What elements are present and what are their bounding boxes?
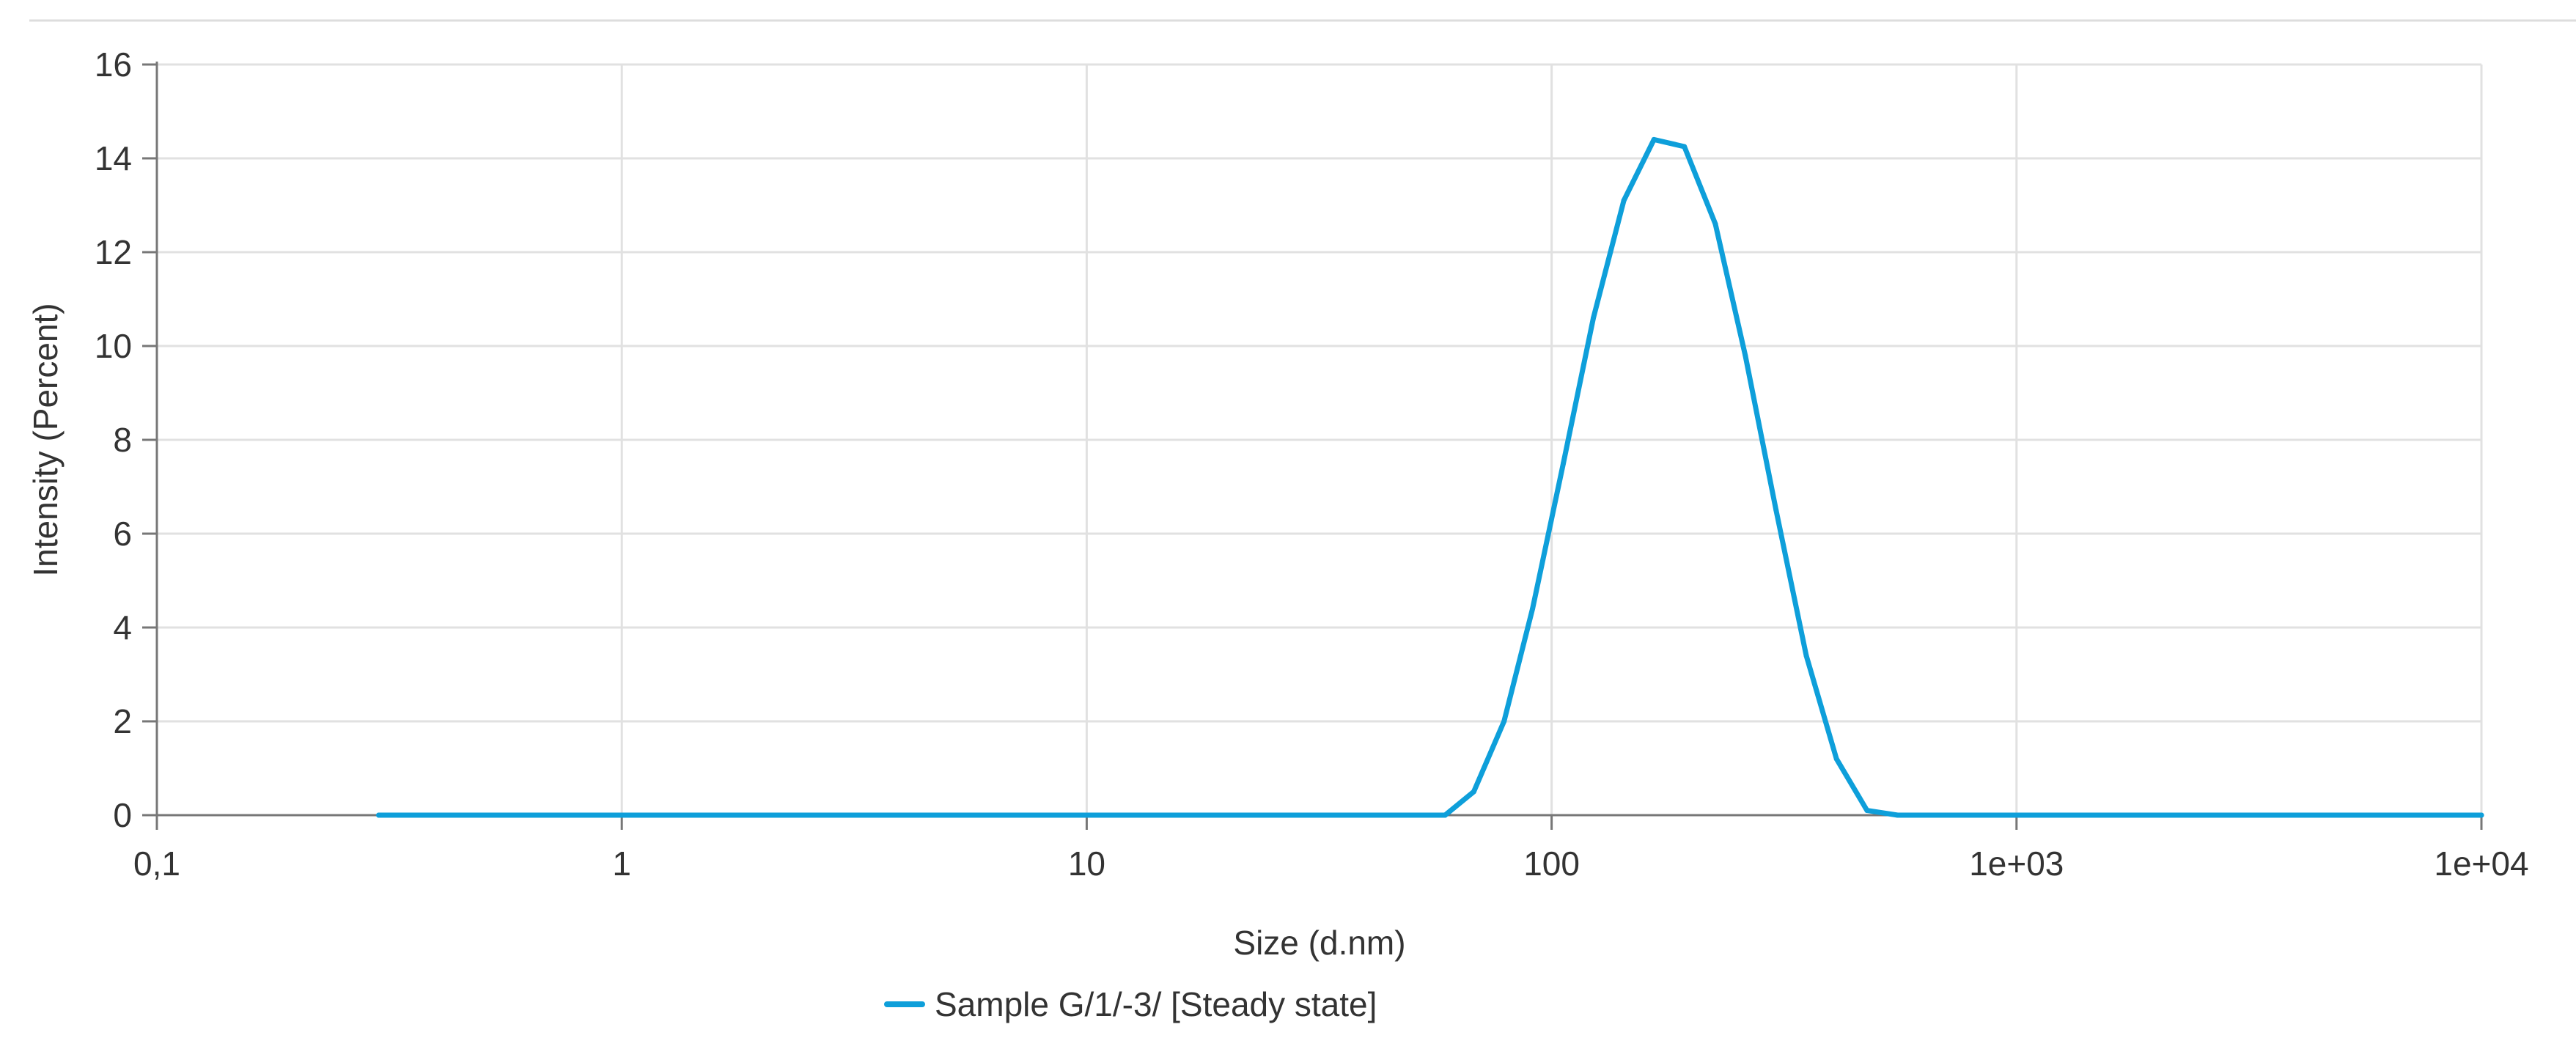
- data-point[interactable]: [1083, 812, 1089, 818]
- series-line[interactable]: [376, 136, 2484, 818]
- x-tick-label: 1: [612, 844, 631, 883]
- data-point[interactable]: [1471, 789, 1476, 795]
- grid-layer: [157, 63, 2483, 815]
- data-point[interactable]: [1803, 652, 1809, 658]
- data-point[interactable]: [376, 812, 382, 818]
- y-tick-label: 12: [95, 233, 132, 271]
- y-tick-label: 6: [113, 515, 132, 553]
- x-tick-label: 10: [1068, 844, 1105, 883]
- data-point[interactable]: [1501, 718, 1507, 724]
- y-tick-label: 4: [113, 608, 132, 647]
- data-point[interactable]: [1306, 812, 1311, 818]
- legend[interactable]: Sample G/1/-3/ [Steady state]: [884, 985, 1377, 1023]
- data-point[interactable]: [2479, 812, 2484, 818]
- data-point[interactable]: [1561, 460, 1567, 466]
- y-tick-label: 8: [113, 421, 132, 459]
- legend-series-label: Sample G/1/-3/ [Steady state]: [935, 985, 1377, 1023]
- data-point[interactable]: [1743, 353, 1748, 358]
- data-point[interactable]: [1833, 756, 1839, 762]
- y-tick-label: 14: [95, 139, 132, 177]
- x-tick-label: 100: [1523, 844, 1580, 883]
- x-tick-label: 0,1: [133, 844, 180, 883]
- y-tick-label: 0: [113, 796, 132, 834]
- data-point[interactable]: [1712, 221, 1718, 227]
- y-tick-label: 10: [95, 327, 132, 365]
- data-point[interactable]: [1591, 315, 1597, 321]
- series-layer: [376, 136, 2484, 818]
- data-point[interactable]: [1773, 507, 1779, 513]
- y-tick-label: 16: [95, 45, 132, 84]
- data-point[interactable]: [619, 812, 625, 818]
- data-point[interactable]: [1530, 606, 1536, 611]
- axis-layer: 0 2 4 6 8 10 12 14 16 0,1 1 10 100 1e+03 1e+04: [95, 45, 2529, 883]
- data-point[interactable]: [1682, 144, 1688, 150]
- x-tick-label: 1e+03: [1969, 844, 2064, 883]
- data-point[interactable]: [1621, 198, 1627, 204]
- data-point[interactable]: [1442, 812, 1448, 818]
- y-tick-label: 2: [113, 702, 132, 740]
- x-tick-label: 1e+04: [2434, 844, 2528, 883]
- y-axis-title: Intensity (Percent): [26, 303, 65, 576]
- data-point[interactable]: [2014, 812, 2020, 818]
- data-point[interactable]: [1864, 808, 1870, 814]
- x-axis-title: Size (d.nm): [1233, 924, 1405, 962]
- data-point[interactable]: [1651, 136, 1657, 142]
- data-point[interactable]: [1895, 812, 1901, 818]
